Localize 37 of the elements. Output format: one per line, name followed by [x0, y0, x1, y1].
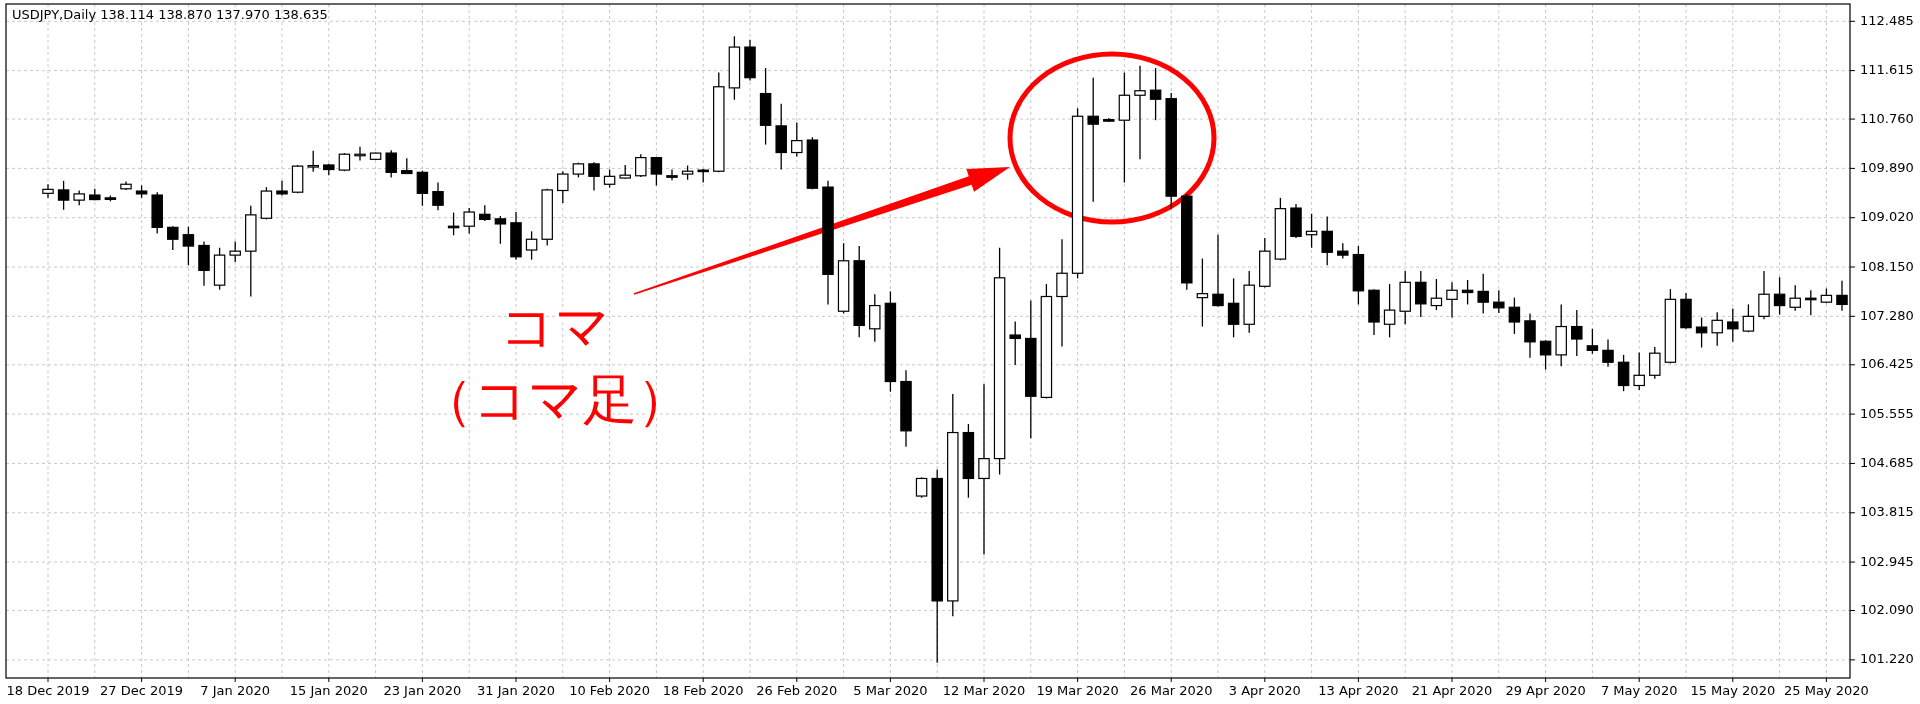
y-tick-label: 110.760: [1860, 110, 1914, 126]
chart-title: USDJPY,Daily 138.114 138.870 137.970 138.635: [12, 7, 328, 22]
x-tick-label: 29 Apr 2020: [1505, 683, 1586, 698]
x-tick-label: 19 Mar 2020: [1036, 683, 1119, 698]
x-tick-label: 27 Dec 2019: [100, 683, 184, 698]
x-tick-label: 5 Mar 2020: [853, 683, 928, 698]
x-tick-label: 3 Apr 2020: [1228, 683, 1301, 698]
x-tick-label: 15 May 2020: [1690, 683, 1776, 698]
x-tick-label: 26 Feb 2020: [756, 683, 838, 698]
annotation: （コマ足）: [419, 368, 691, 431]
x-tick-label: 10 Feb 2020: [569, 683, 651, 698]
y-tick-label: 104.685: [1860, 454, 1914, 470]
x-tick-label: 26 Mar 2020: [1129, 683, 1213, 698]
x-tick-label: 21 Apr 2020: [1411, 683, 1493, 698]
y-tick-label: 107.280: [1860, 307, 1914, 323]
annotation: コマ: [500, 295, 610, 358]
x-tick-label: 31 Jan 2020: [477, 683, 555, 698]
y-tick-label: 106.425: [1860, 356, 1914, 372]
x-tick-label: 15 Jan 2020: [289, 683, 368, 698]
x-tick-label: 18 Dec 2019: [6, 683, 90, 698]
y-tick-label: 112.485: [1860, 12, 1914, 28]
x-tick-label: 18 Feb 2020: [662, 683, 744, 698]
y-tick-label: 109.890: [1860, 159, 1914, 175]
x-tick-label: 13 Apr 2020: [1318, 683, 1399, 698]
y-tick-label: 111.615: [1860, 62, 1914, 78]
y-tick-label: 101.220: [1860, 651, 1914, 667]
x-tick-label: 23 Jan 2020: [383, 683, 462, 698]
x-tick-label: 25 May 2020: [1784, 683, 1869, 698]
y-tick-label: 108.150: [1860, 258, 1914, 274]
x-tick-label: 7 May 2020: [1600, 683, 1678, 698]
y-tick-label: 102.090: [1860, 602, 1914, 618]
y-tick-label: 105.555: [1860, 405, 1914, 421]
x-tick-label: 7 Jan 2020: [200, 683, 271, 698]
y-tick-label: 109.020: [1860, 209, 1914, 225]
y-tick-label: 103.815: [1860, 504, 1914, 520]
y-tick-label: 102.945: [1860, 553, 1914, 569]
x-tick-label: 12 Mar 2020: [942, 683, 1026, 698]
